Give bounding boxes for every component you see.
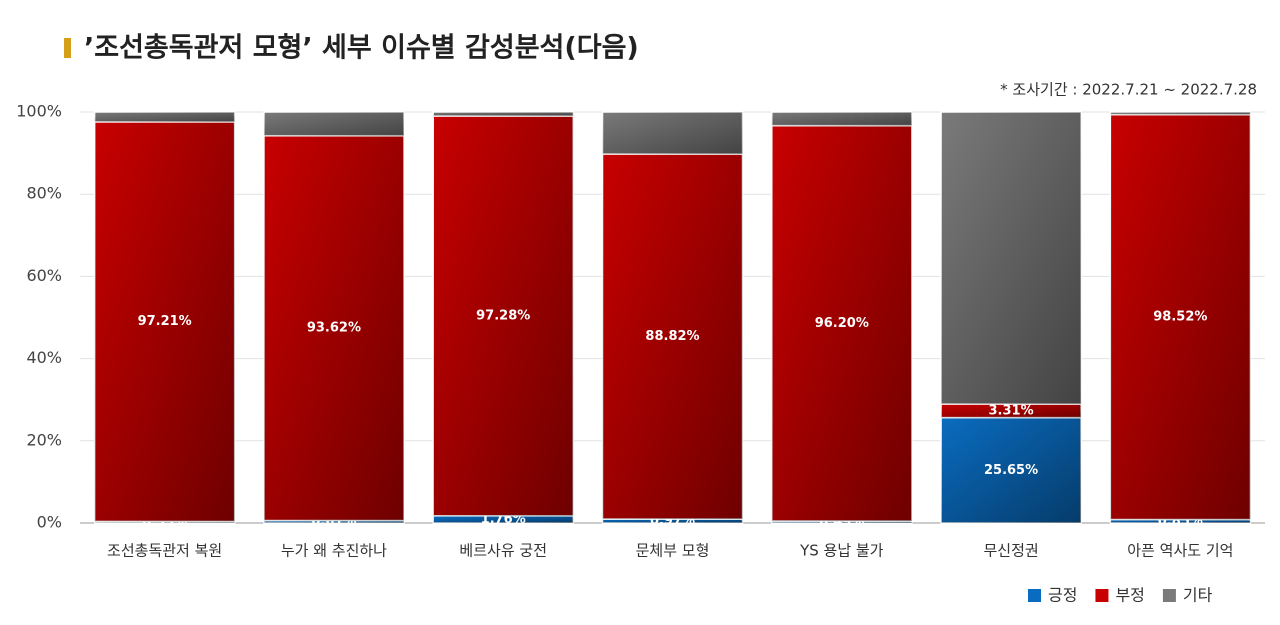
y-tick-label: 20%: [26, 430, 62, 449]
bar-shade: [602, 519, 743, 523]
x-tick-label: 누가 왜 추진하나: [281, 542, 387, 560]
bar-shade: [94, 121, 235, 522]
bar-shade: [771, 112, 912, 126]
bar-shade: [263, 112, 404, 136]
bar-shade: [771, 520, 912, 523]
bar-shade: [602, 112, 743, 154]
y-tick-label: 60%: [26, 266, 62, 285]
bar-shade: [1110, 519, 1251, 523]
bar-shade: [1110, 114, 1251, 520]
legend-swatch: [1095, 589, 1109, 602]
x-tick-label: 아픈 역사도 기억: [1127, 542, 1233, 560]
value-label: 3.31%: [989, 403, 1034, 418]
bar-shade: [433, 515, 574, 523]
x-tick-label: 문체부 모형: [636, 542, 710, 560]
bar-shade: [941, 112, 1082, 404]
bar-shade: [602, 153, 743, 520]
y-tick-label: 0%: [37, 513, 62, 532]
legend-label: 기타: [1183, 586, 1213, 605]
x-tick-label: 베르사유 궁전: [459, 542, 547, 560]
value-label: 25.65%: [984, 463, 1038, 478]
y-tick-label: 40%: [26, 348, 62, 367]
legend-swatch: [1162, 589, 1176, 602]
bar-shade: [433, 112, 574, 116]
value-label: 88.82%: [645, 329, 699, 344]
x-tick-label: 조선총독관저 복원: [107, 542, 222, 560]
legend-label: 긍정: [1048, 586, 1077, 605]
bar-shade: [941, 403, 1082, 418]
x-tick-label: 무신정권: [983, 542, 1038, 560]
bar-shade: [263, 135, 404, 521]
chart-title: ’조선총독관저 모형’ 세부 이슈별 감성분석(다음): [84, 33, 639, 64]
x-tick-label: YS 용납 불가: [799, 542, 884, 560]
bar-shade: [433, 115, 574, 516]
bar-shade: [94, 112, 235, 122]
value-label: 97.21%: [138, 314, 192, 329]
bar-shade: [771, 125, 912, 521]
legend-label: 부정: [1115, 586, 1144, 605]
bar-shade: [1110, 112, 1251, 115]
chart-subtitle: * 조사기간 : 2022.7.21 ~ 2022.7.28: [1000, 81, 1257, 99]
legend-swatch: [1028, 589, 1041, 602]
value-label: 96.20%: [815, 316, 869, 331]
bar-shade: [941, 417, 1082, 523]
value-label: 93.62%: [307, 321, 361, 336]
bar-shade: [94, 521, 235, 523]
bar-shade: [263, 520, 404, 523]
y-tick-label: 100%: [16, 102, 62, 121]
value-label: 97.28%: [476, 308, 530, 323]
title-marker: [64, 38, 71, 58]
y-tick-label: 80%: [26, 184, 62, 203]
value-label: 98.52%: [1153, 310, 1207, 325]
